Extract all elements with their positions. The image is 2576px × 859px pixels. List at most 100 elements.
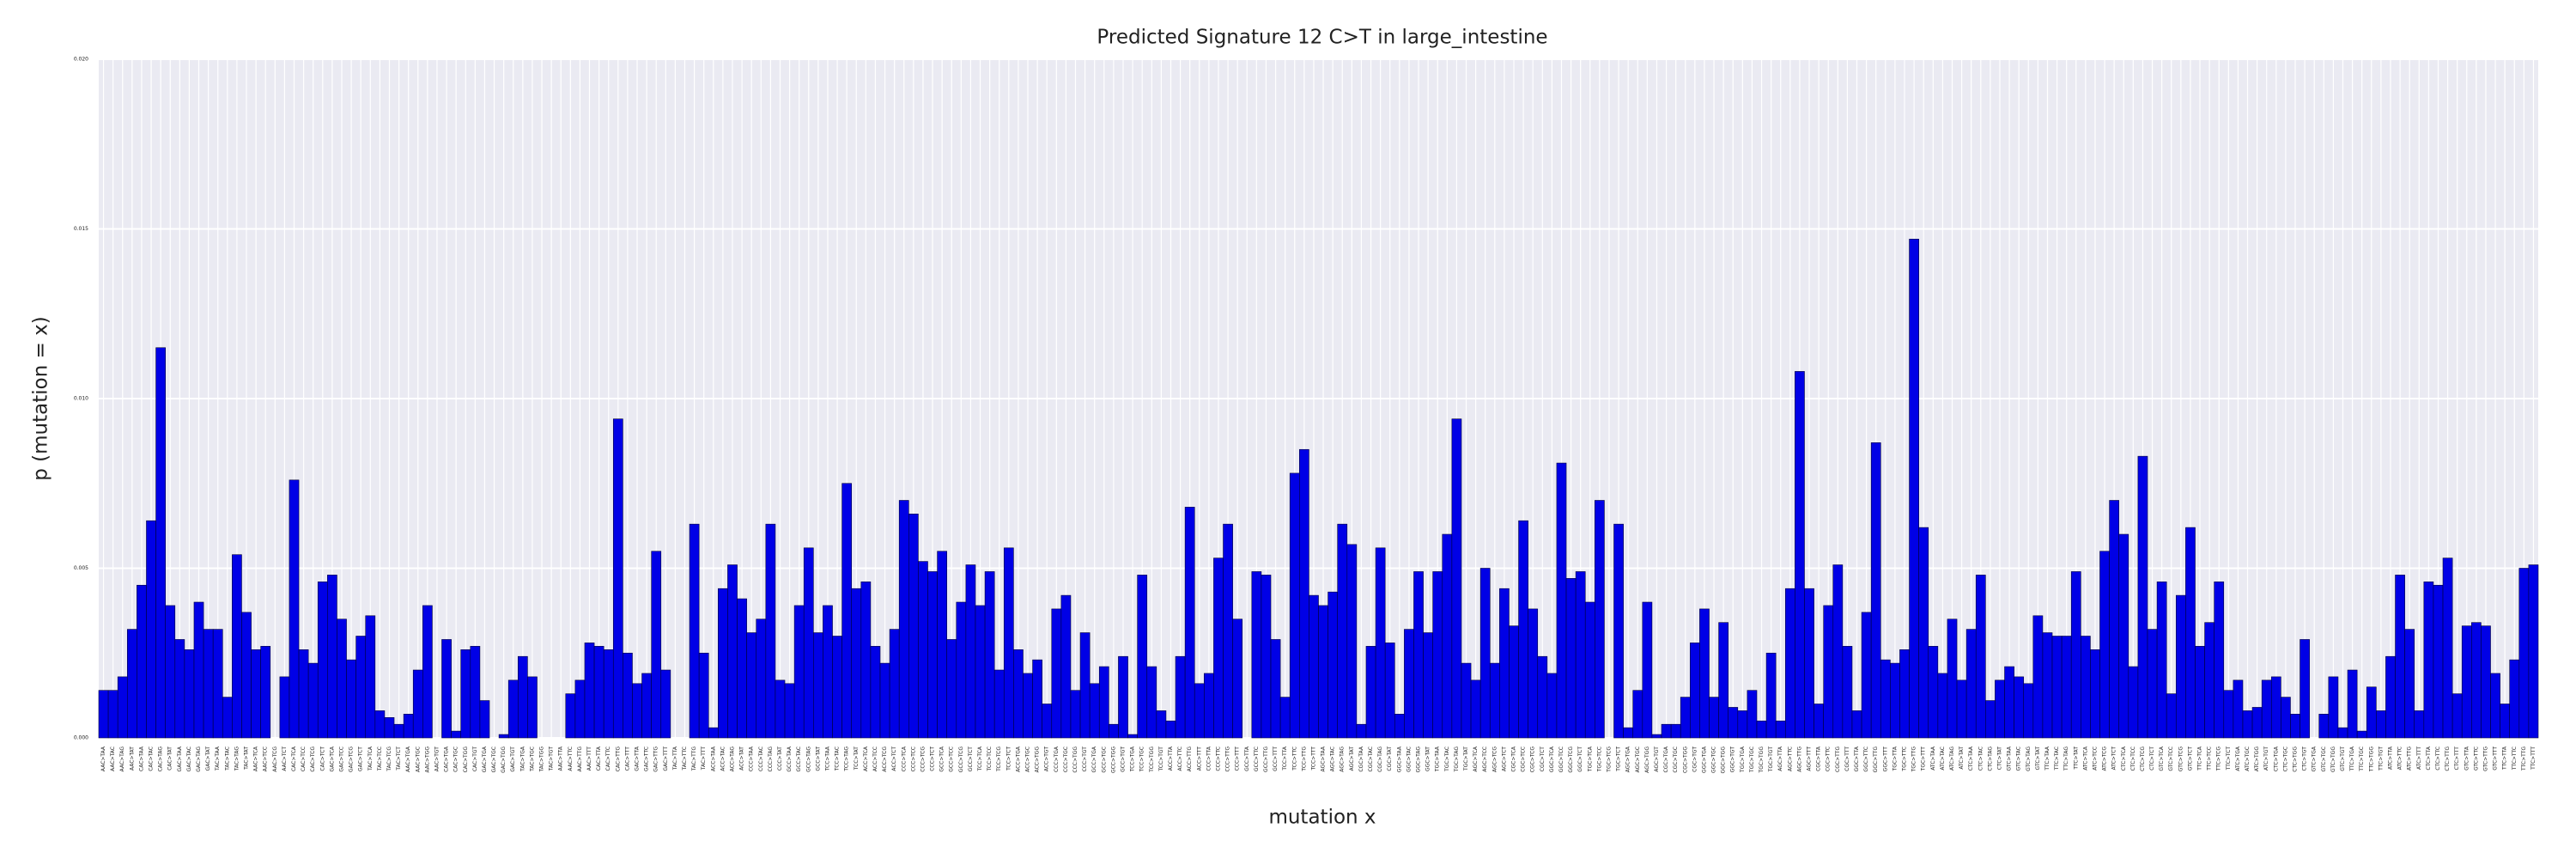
x-tick-label: GTC>TTG — [2482, 746, 2488, 771]
x-tick-label: CTC>TGA — [2273, 746, 2279, 771]
bar — [2242, 710, 2253, 739]
x-tick-label: ACC>TCC — [872, 746, 878, 771]
x-tick-label: GGC>TTG — [1873, 746, 1879, 773]
bar — [2318, 714, 2330, 739]
x-tick-label: CGC>TAT — [1387, 746, 1393, 771]
x-tick-label: TAC>TGC — [529, 746, 535, 772]
x-tick-label: CGC>TAG — [1377, 746, 1383, 772]
bar — [1556, 462, 1567, 739]
bar — [1775, 720, 1786, 739]
x-tick-label: GCC>TGC — [1101, 746, 1107, 773]
x-tick-label: AGC>TGA — [1625, 746, 1631, 772]
x-tick-label: CAC>TCC — [301, 746, 307, 771]
bar — [2223, 690, 2234, 739]
x-tick-label: AGC>TCA — [1473, 746, 1479, 771]
x-tick-label: AAC>TCG — [272, 746, 278, 772]
x-tick-label: GTC>TAT — [2035, 746, 2041, 771]
x-tick-label: TGC>TGG — [1759, 746, 1765, 774]
x-tick-label: TAC>TCT — [396, 746, 402, 771]
bar — [565, 693, 576, 739]
x-tick-label: CGC>TGG — [1682, 746, 1688, 773]
x-tick-label: GCC>TTG — [1263, 746, 1269, 772]
x-tick-label: TCC>TCC — [987, 746, 993, 771]
x-tick-label: CCC>TCT — [930, 746, 936, 771]
bar — [1279, 697, 1291, 739]
bar — [937, 551, 947, 739]
x-tick-label: CTC>TAG — [1987, 746, 1993, 771]
x-tick-label: TGC>TAG — [1454, 746, 1460, 773]
bar — [1747, 690, 1758, 739]
bar — [2366, 686, 2377, 739]
bar — [1918, 527, 1929, 739]
bar — [1060, 594, 1072, 739]
x-tick-label: CCC>TAA — [749, 746, 755, 771]
bar — [2395, 575, 2405, 739]
bar — [1784, 588, 1795, 739]
x-tick-label: CAC>TCT — [319, 746, 325, 771]
bar — [1765, 652, 1777, 739]
bar — [1899, 649, 1910, 739]
bar — [1023, 673, 1033, 739]
bar — [1442, 533, 1453, 739]
x-tick-label: GCC>TCA — [939, 746, 945, 772]
bar — [279, 676, 290, 739]
bar — [441, 639, 452, 739]
bar — [1651, 734, 1662, 739]
x-tick-label: GCC>TGT — [1120, 746, 1126, 772]
x-tick-label: CGC>TTT — [1844, 746, 1850, 771]
y-tick-label: 0.015 — [74, 226, 88, 232]
x-tick-label: CCC>TAG — [768, 746, 774, 772]
bar — [2004, 666, 2014, 739]
y-tick-label: 0.010 — [74, 396, 88, 402]
bar — [327, 575, 337, 739]
bar — [260, 646, 271, 739]
bar — [698, 652, 709, 739]
x-tick-label: CGC>TGC — [1673, 746, 1679, 773]
bar — [374, 710, 386, 739]
x-tick-label: CCC>TTA — [1206, 746, 1212, 771]
x-tick-label: CGC>TCT — [1540, 746, 1546, 772]
x-tick-label: GTC>TTT — [2493, 746, 2499, 771]
x-tick-label: TTC>TTT — [2530, 746, 2537, 771]
x-tick-label: ATC>TAC — [1940, 746, 1946, 771]
x-tick-label: TTC>TAA — [2044, 746, 2050, 771]
bar — [2070, 571, 2081, 739]
bar — [1718, 622, 1728, 739]
bar — [1384, 643, 1395, 739]
x-tick-label: AAC>TGC — [415, 746, 421, 772]
x-tick-label: TCC>TTT — [1310, 746, 1316, 771]
bar — [412, 669, 423, 739]
bar — [756, 618, 767, 739]
x-tick-label: CAC>TTC — [605, 746, 611, 771]
bar — [241, 612, 252, 739]
bar — [908, 513, 919, 739]
x-tick-label: ACC>TGA — [1015, 746, 1021, 772]
x-tick-label: ATC>TTG — [2407, 746, 2413, 771]
x-tick-label: TCC>TAG — [844, 746, 850, 772]
x-tick-label: GCC>TCT — [968, 746, 974, 772]
x-tick-label: TAC>TGT — [549, 746, 555, 772]
x-tick-label: TAC>TCG — [386, 746, 392, 772]
bar — [765, 523, 776, 739]
x-tick-label: GCC>TCG — [958, 746, 964, 773]
x-tick-label: AAC>TTA — [558, 746, 564, 771]
bar — [2451, 693, 2463, 739]
bar — [165, 605, 176, 739]
x-tick-label: CTC>TAC — [1978, 746, 1984, 771]
x-tick-label: CGC>TAA — [1358, 746, 1364, 772]
bar — [2014, 676, 2025, 739]
x-tick-label: TGC>TTA — [1892, 746, 1898, 771]
bar — [641, 673, 652, 739]
bar — [1309, 594, 1319, 739]
bar — [2442, 557, 2453, 739]
bar — [317, 581, 328, 739]
bar — [1661, 723, 1672, 739]
x-tick-label: CCC>TGG — [1072, 746, 1078, 773]
bar — [860, 581, 872, 739]
bar — [1632, 690, 1643, 739]
x-tick-label: CTC>TTC — [2435, 746, 2441, 771]
bar — [507, 679, 519, 739]
x-tick-label: CAC>TGA — [444, 746, 450, 772]
bar — [574, 679, 586, 739]
x-tick-label: TGC>TGT — [1768, 746, 1774, 773]
